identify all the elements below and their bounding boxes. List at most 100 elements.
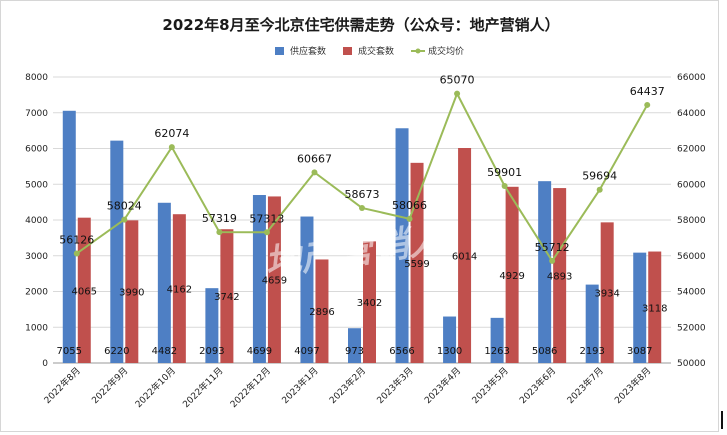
deal-data-label: 4893 xyxy=(547,272,572,283)
x-tick-label: 2023年2月 xyxy=(327,365,368,406)
deal-bar xyxy=(363,241,376,363)
supply-data-label: 4699 xyxy=(247,346,272,357)
deal-bar xyxy=(505,186,519,363)
price-line-series xyxy=(73,90,651,264)
x-tick-label: 2023年6月 xyxy=(517,365,558,406)
right-y-tick-label: 56000 xyxy=(677,252,706,262)
left-y-tick-label: 2000 xyxy=(25,288,48,298)
deal-bar xyxy=(315,259,329,363)
left-y-tick-label: 1000 xyxy=(25,323,48,333)
supply-bar xyxy=(205,288,219,363)
price-point xyxy=(168,144,175,151)
legend-swatch xyxy=(343,47,352,55)
price-data-label: 59694 xyxy=(582,170,617,183)
deal-data-label: 6014 xyxy=(452,251,477,262)
deal-bar xyxy=(410,162,424,363)
supply-bar xyxy=(633,252,647,363)
chart-title: 2022年8月至今北京住宅供需走势（公众号：地产营销人） xyxy=(162,16,559,34)
supply-data-label: 2193 xyxy=(579,346,604,357)
deal-bar xyxy=(458,147,472,363)
right-y-tick-label: 60000 xyxy=(677,180,706,190)
supply-data-label: 4482 xyxy=(152,346,177,357)
deal-bar xyxy=(77,217,91,363)
left-y-tick-label: 3000 xyxy=(25,252,48,262)
supply-data-label: 1263 xyxy=(484,346,509,357)
price-data-label: 56126 xyxy=(59,233,94,246)
left-y-tick-label: 7000 xyxy=(25,109,48,119)
price-point xyxy=(73,250,80,257)
price-point xyxy=(644,101,651,108)
x-tick-label: 2023年3月 xyxy=(374,365,415,406)
x-tick-label: 2022年11月 xyxy=(180,365,226,411)
deal-data-label: 4162 xyxy=(167,285,192,296)
price-point xyxy=(263,229,270,236)
deal-bar xyxy=(220,229,234,363)
deal-bar xyxy=(172,214,186,363)
deal-data-label: 2896 xyxy=(309,307,334,318)
deal-data-label: 4659 xyxy=(262,276,287,287)
deal-bar xyxy=(600,222,614,363)
left-y-axis: 0 1000 2000 3000 4000 5000 6000 7000 8000 xyxy=(25,73,48,369)
left-y-tick-label: 8000 xyxy=(25,73,48,83)
right-y-axis: 50000 52000 54000 56000 58000 60000 62000 64000… xyxy=(677,73,706,369)
supply-data-label: 2093 xyxy=(199,346,224,357)
price-point xyxy=(454,90,461,97)
supply-data-label: 1300 xyxy=(437,346,462,357)
price-data-label: 58673 xyxy=(345,188,380,201)
left-y-tick-label: 0 xyxy=(42,359,48,369)
price-data-label: 65070 xyxy=(440,74,475,87)
price-data-label: 55712 xyxy=(535,241,570,254)
price-point xyxy=(311,169,318,176)
price-data-label: 64437 xyxy=(630,85,665,98)
supply-data-label: 3087 xyxy=(627,346,652,357)
x-axis: 2022年8月 2022年9月 2022年10月 2022年11月 2022年12月 20… xyxy=(41,365,653,411)
right-y-tick-label: 52000 xyxy=(677,323,706,333)
deal-data-label: 3402 xyxy=(357,298,382,309)
x-tick-label: 2023年1月 xyxy=(279,365,320,406)
x-tick-label: 2022年9月 xyxy=(89,365,130,406)
right-y-tick-label: 54000 xyxy=(677,288,706,298)
supply-bar xyxy=(585,284,599,363)
x-tick-label: 2022年10月 xyxy=(132,365,178,411)
price-data-label: 59901 xyxy=(487,166,522,179)
supply-bar xyxy=(252,195,266,363)
deal-bar xyxy=(553,188,567,363)
supply-bar xyxy=(443,316,457,363)
deal-data-label: 4929 xyxy=(499,271,524,282)
x-tick-label: 2022年12月 xyxy=(228,365,274,411)
deal-bar xyxy=(125,220,139,363)
price-point xyxy=(121,216,128,223)
deal-data-label: 4065 xyxy=(72,286,97,297)
x-tick-label: 2023年8月 xyxy=(612,365,653,406)
right-y-tick-label: 66000 xyxy=(677,73,706,83)
legend-label: 供应套数 xyxy=(290,45,326,57)
price-data-label: 58024 xyxy=(107,200,142,213)
x-tick-label: 2023年4月 xyxy=(422,365,463,406)
left-y-tick-label: 5000 xyxy=(25,180,48,190)
supply-data-label: 5086 xyxy=(532,346,557,357)
gridlines xyxy=(53,76,671,364)
supply-bar xyxy=(62,110,76,363)
left-y-tick-label: 6000 xyxy=(25,145,48,155)
price-point xyxy=(501,183,508,190)
supply-data-label: 6220 xyxy=(104,346,129,357)
supply-data-label: 973 xyxy=(345,346,364,357)
supply-bar xyxy=(395,128,409,363)
legend-swatch xyxy=(275,47,284,55)
price-data-label: 58066 xyxy=(392,199,427,212)
deal-data-label: 3934 xyxy=(594,289,619,300)
supply-bar xyxy=(490,317,504,363)
supply-bar xyxy=(157,202,171,363)
left-y-tick-label: 4000 xyxy=(25,216,48,226)
x-tick-label: 2023年5月 xyxy=(469,365,510,406)
price-data-label: 62074 xyxy=(154,127,189,140)
right-y-tick-label: 58000 xyxy=(677,216,706,226)
deal-data-label: 3990 xyxy=(119,288,144,299)
price-data-label: 57319 xyxy=(202,212,237,225)
supply-bar xyxy=(348,328,361,363)
legend-swatch-marker xyxy=(415,48,421,54)
deal-bar xyxy=(267,196,281,363)
legend-label: 成交套数 xyxy=(358,45,394,57)
